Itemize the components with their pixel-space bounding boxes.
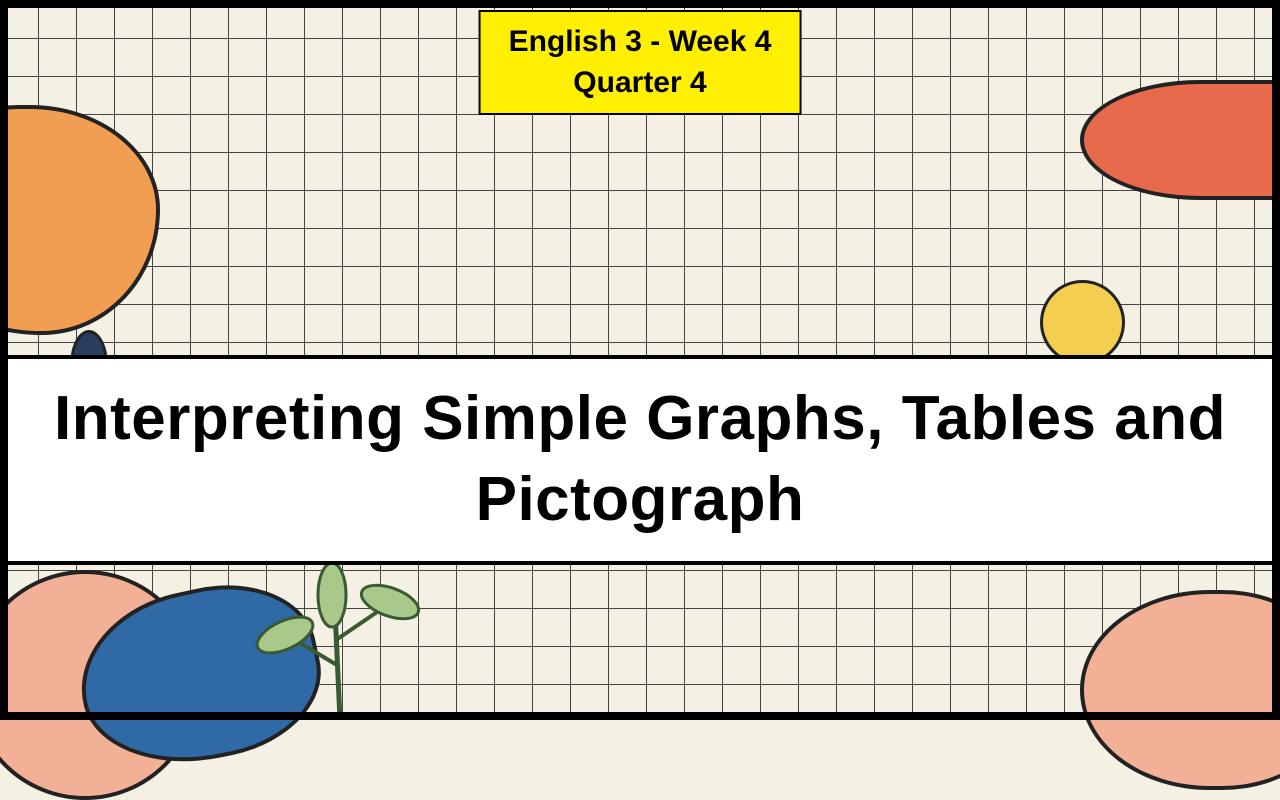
- header-line-1: English 3 - Week 4: [509, 22, 772, 63]
- header-line-2: Quarter 4: [509, 63, 772, 104]
- title-banner: Interpreting Simple Graphs, Tables and P…: [0, 355, 1280, 565]
- header-box: English 3 - Week 4 Quarter 4: [479, 10, 802, 115]
- main-title: Interpreting Simple Graphs, Tables and P…: [30, 379, 1250, 540]
- yellow-circle-shape: [1040, 280, 1125, 365]
